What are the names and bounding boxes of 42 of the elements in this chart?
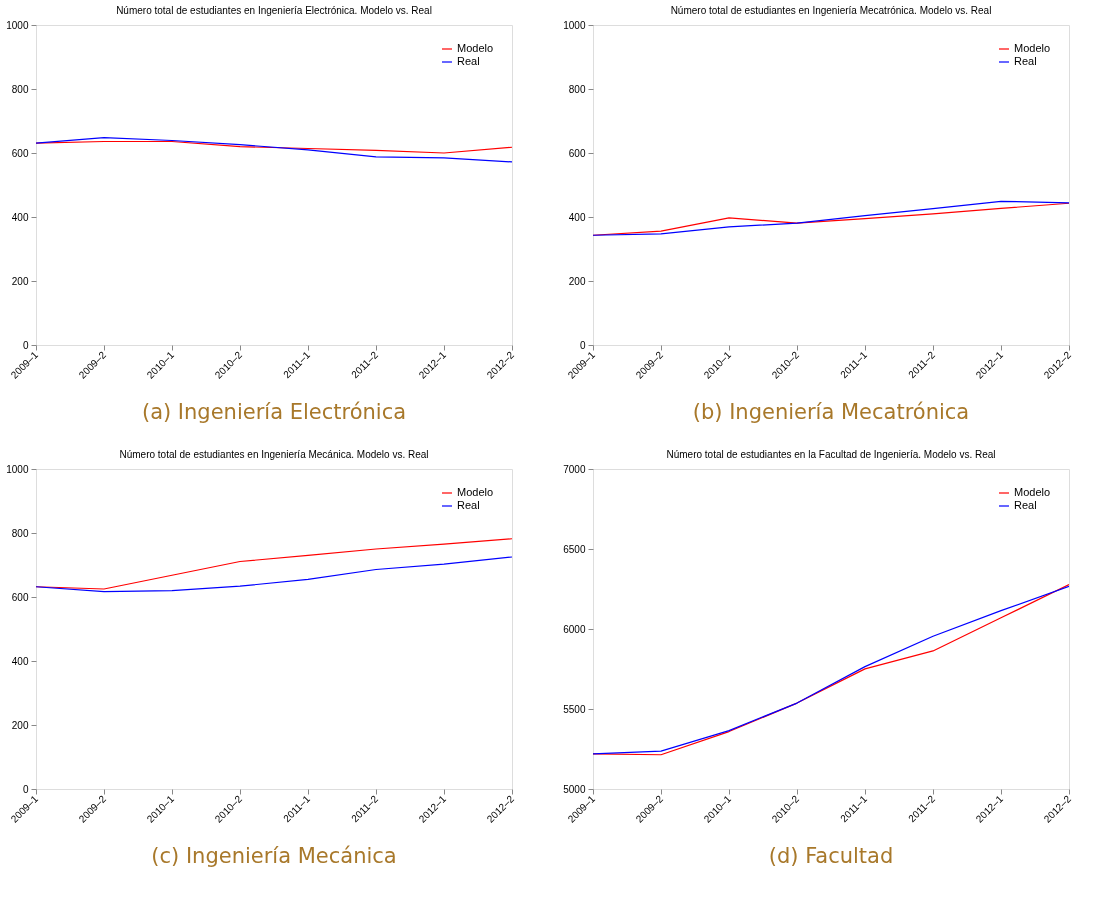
- chart-title: Número total de estudiantes en Ingeniería Mecánica. Modelo vs. Real: [119, 449, 429, 460]
- y-tick-label: 1000: [6, 19, 29, 31]
- y-tick-label: 5500: [563, 703, 586, 715]
- y-tick-label: 0: [22, 339, 29, 351]
- legend-label: Modelo: [1014, 486, 1051, 498]
- chart-title: Número total de estudiantes en Ingeniería Electrónica. Modelo vs. Real: [116, 5, 432, 16]
- text: (b) Ingeniería Mecatrónica: [692, 400, 970, 424]
- line-series: [36, 556, 512, 593]
- y-tick-label: 200: [11, 719, 29, 731]
- legend-label: Modelo: [457, 42, 494, 54]
- y-tick-label: 600: [11, 147, 29, 159]
- text: (d) Facultad: [768, 844, 894, 868]
- legend-label: Real: [457, 499, 480, 511]
- legend-label: Modelo: [457, 486, 494, 498]
- y-tick-label: 400: [568, 211, 586, 223]
- text: (c) Ingeniería Mecánica: [151, 844, 397, 868]
- legend-label: Real: [1014, 55, 1037, 67]
- y-tick-label: 200: [11, 275, 29, 287]
- legend-label: Real: [1014, 499, 1037, 511]
- y-tick-label: 800: [11, 83, 29, 95]
- y-tick-label: 6000: [563, 623, 586, 635]
- y-tick-label: 600: [568, 147, 586, 159]
- y-tick-label: 400: [11, 211, 29, 223]
- y-tick-label: 400: [11, 655, 29, 667]
- text: (a) Ingeniería Electrónica: [141, 400, 407, 424]
- line-series: [36, 140, 512, 154]
- y-tick-label: 0: [579, 339, 586, 351]
- legend-label: Real: [457, 55, 480, 67]
- y-tick-label: 600: [11, 591, 29, 603]
- y-tick-label: 6500: [563, 543, 586, 555]
- y-tick-label: 7000: [563, 463, 586, 475]
- chart-title: Número total de estudiantes en la Facultad de Ingeniería. Modelo vs. Real: [666, 449, 996, 460]
- y-tick-label: 1000: [563, 19, 586, 31]
- y-tick-label: 200: [568, 275, 586, 287]
- y-tick-label: 800: [11, 527, 29, 539]
- y-tick-label: 1000: [6, 463, 29, 475]
- y-tick-label: 0: [22, 783, 29, 795]
- legend-label: Modelo: [1014, 42, 1051, 54]
- line-series: [36, 137, 512, 163]
- chart-title: Número total de estudiantes en Ingeniería Mecatrónica. Modelo vs. Real: [670, 5, 992, 16]
- y-tick-label: 5000: [563, 783, 586, 795]
- y-tick-label: 800: [568, 83, 586, 95]
